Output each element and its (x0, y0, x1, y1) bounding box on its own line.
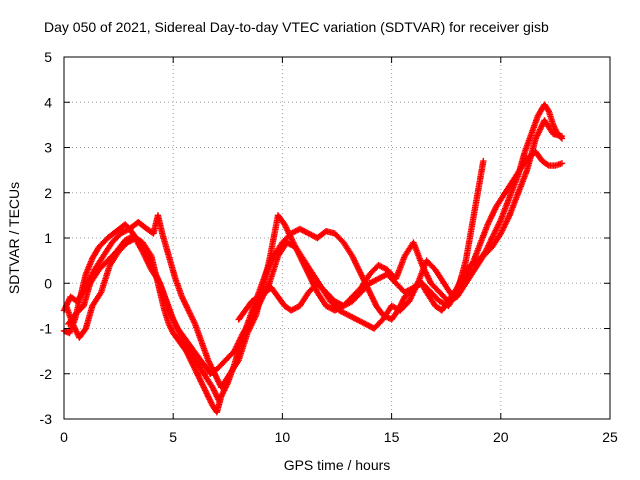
data-point (544, 161, 551, 168)
y-tick-label: 3 (44, 140, 52, 156)
x-tick-labels: 0 5 10 15 20 25 (60, 429, 618, 445)
y-tick-label: -1 (40, 321, 53, 337)
data-points (60, 101, 566, 416)
data-point (81, 326, 89, 333)
data-point (558, 132, 566, 140)
x-tick-label: 25 (602, 429, 618, 445)
y-tick-label: -3 (40, 411, 53, 427)
y-tick-labels: -3 -2 -1 0 1 2 3 4 5 (40, 49, 53, 427)
series-track-1 (60, 101, 566, 416)
x-tick-label: 0 (60, 429, 68, 445)
x-tick-label: 10 (275, 429, 291, 445)
y-tick-label: 5 (44, 49, 52, 65)
y-tick-label: 4 (44, 94, 52, 110)
x-axis-label: GPS time / hours (284, 457, 391, 473)
data-point (480, 157, 487, 165)
series-track-4 (65, 117, 566, 405)
series-track-3 (62, 148, 566, 377)
data-point (558, 160, 566, 167)
x-tick-label: 5 (169, 429, 177, 445)
x-tick-label: 15 (384, 429, 400, 445)
y-tick-label: 1 (44, 230, 52, 246)
y-tick-label: 2 (44, 185, 52, 201)
data-point (544, 106, 552, 114)
x-tick-label: 20 (493, 429, 509, 445)
chart-title: Day 050 of 2021, Sidereal Day-to-day VTE… (44, 19, 549, 35)
data-point (215, 397, 223, 405)
y-axis-label: SDTVAR / TECUs (6, 182, 22, 294)
y-tick-label: 0 (44, 275, 52, 291)
y-tick-label: -2 (40, 366, 53, 382)
axis-ticks (63, 56, 611, 420)
